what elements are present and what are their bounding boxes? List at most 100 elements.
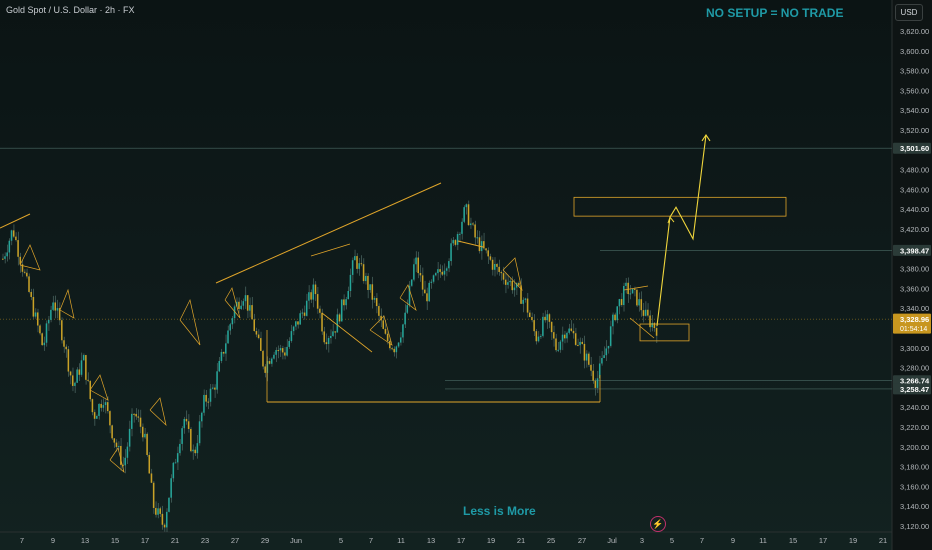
candle-body [19,256,22,265]
candle-body [340,299,343,322]
candle-body [419,273,422,276]
candle-body [500,271,503,274]
candle-body [526,298,529,313]
countdown-label: 01:54:14 [900,326,927,333]
candle-body [30,291,32,297]
candle-body [23,271,26,273]
candle-body [330,335,332,339]
candle-body [583,343,586,361]
price-label-bg [893,244,931,256]
candle-body [170,478,172,498]
candle-body [561,334,564,342]
price-label-bg [893,313,931,334]
candle-body [574,333,577,345]
y-tick-label: 3,120.00 [900,522,929,531]
lightning-bolt-icon[interactable]: ⚡ [650,516,666,532]
candle-body [312,284,315,300]
pattern-triangle [399,284,417,311]
candle-body [133,413,135,415]
candle-body [74,382,76,386]
y-tick-label: 3,140.00 [900,502,929,511]
trendline-left [0,213,31,229]
candle-body [327,338,330,345]
currency-button[interactable]: USD [895,4,923,21]
candle-body [461,221,463,234]
y-tick-label: 3,360.00 [900,284,929,293]
x-tick-label: 7 [369,536,373,545]
y-tick-label: 3,560.00 [900,86,929,95]
candle-body [319,308,321,313]
pattern-triangle [109,447,125,473]
candle-body [509,280,511,283]
candle-body [386,333,389,341]
candle-body [647,309,649,316]
candle-body [209,388,212,402]
candle-body [253,319,255,332]
candle-body [58,308,61,321]
bottom-note: Less is More [463,504,536,518]
candle-body [78,369,81,375]
candle-body [8,240,11,253]
y-tick-label: 3,340.00 [900,304,929,313]
pattern-line-b [310,243,351,257]
x-tick-label: 15 [111,536,119,545]
candle-body [360,263,363,265]
candle-body [544,316,546,321]
candle-body [459,233,461,235]
candle-body [448,261,450,269]
candle-body [321,312,323,332]
candle-body [71,375,74,386]
y-tick-label: 3,440.00 [900,205,929,214]
candle-body [264,366,266,373]
candle-body [297,321,299,325]
pattern-triangle [89,374,109,401]
candle-body [67,349,70,372]
candle-body [507,282,509,285]
candle-body [415,257,417,265]
candle-body [124,457,126,466]
candle-body [550,321,553,333]
trendline-small [457,240,484,248]
candle-body [45,323,48,343]
candle-body [424,289,426,294]
candle-body [76,369,78,383]
candle-body [487,250,489,257]
candle-body [629,293,632,295]
candle-body [229,324,231,331]
candle-body [111,425,113,439]
x-tick-label: 7 [20,536,24,545]
candle-body [469,223,472,226]
pattern-line-a [321,312,373,353]
candle-body [17,240,19,257]
y-tick-label: 3,600.00 [900,47,929,56]
candle-body [52,302,54,310]
candle-body [655,327,658,336]
candle-body [91,399,94,413]
candle-body [546,314,549,321]
candle-body [203,394,205,413]
candle-body [356,256,358,269]
candle-body [358,263,360,269]
candle-body [240,305,242,310]
x-tick-label: 11 [759,536,767,545]
candle-body [542,316,544,336]
candle-body [50,309,52,320]
candle-body [310,292,312,300]
candle-body [570,328,573,331]
candle-body [373,298,376,300]
candle-body [535,331,538,342]
candle-body [651,322,653,328]
candle-body [439,269,441,272]
candle-body [494,264,496,270]
symbol-title: Gold Spot / U.S. Dollar · 2h · FX [6,5,135,15]
candle-body [146,433,148,455]
candle-body [69,371,72,376]
candle-body [620,299,623,306]
candle-body [222,351,225,354]
candle-body [522,299,524,304]
candle-body [644,309,647,316]
candle-body [633,288,636,290]
candle-body [553,332,555,339]
